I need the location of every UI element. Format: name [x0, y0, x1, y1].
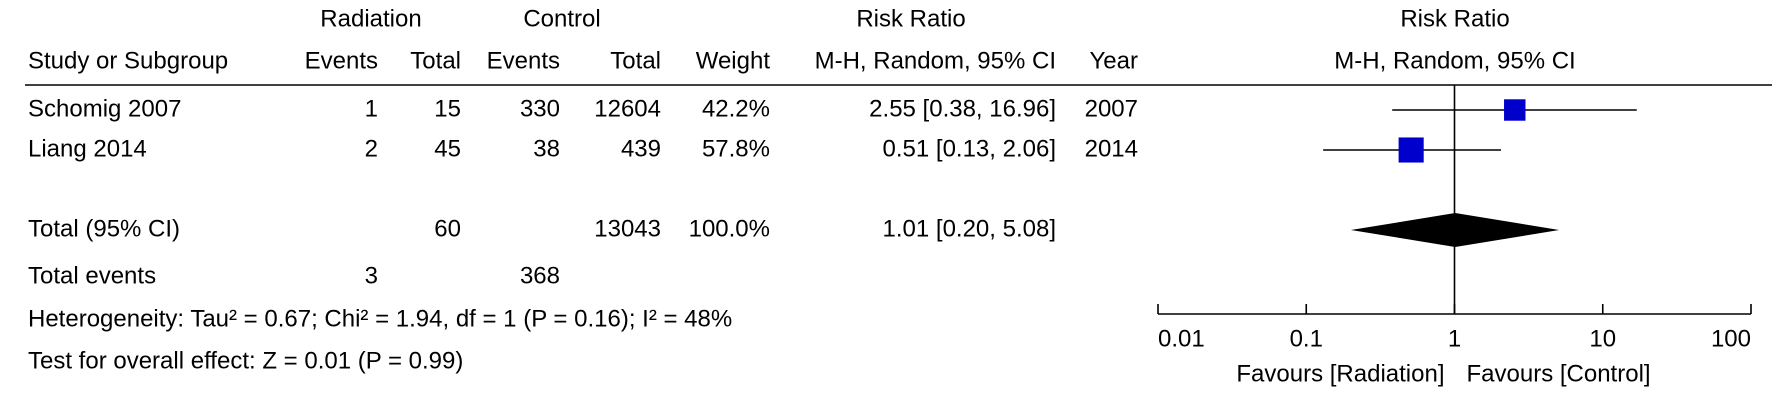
heterogeneity: Heterogeneity: Tau² = 0.67; Chi² = 1.94,…: [28, 305, 732, 332]
total-label: Total (95% CI): [28, 215, 180, 242]
group-header: Radiation: [320, 5, 421, 32]
column-header: Weight: [696, 47, 771, 74]
summary-diamond: [1350, 213, 1560, 247]
table-cell: 57.8%: [702, 135, 770, 162]
x-tick-label: 0.01: [1158, 325, 1205, 352]
column-header: Total: [410, 47, 461, 74]
table-cell: 42.2%: [702, 95, 770, 122]
study-name: Liang 2014: [28, 135, 147, 162]
x-tick-label: 0.1: [1290, 325, 1323, 352]
table-cell: 45: [434, 135, 461, 162]
column-header: Events: [487, 47, 560, 74]
total-cell: 13043: [594, 215, 661, 242]
favours-left: Favours [Radiation]: [1236, 360, 1444, 387]
total-cell: 60: [434, 215, 461, 242]
column-header: Total: [610, 47, 661, 74]
table-cell: 1: [365, 95, 378, 122]
table-cell: 439: [621, 135, 661, 162]
table-cell: 38: [533, 135, 560, 162]
favours-right: Favours [Control]: [1467, 360, 1651, 387]
x-tick-label: 10: [1589, 325, 1616, 352]
table-cell: 15: [434, 95, 461, 122]
total-events-label: Total events: [28, 262, 156, 289]
table-cell: 2007: [1085, 95, 1138, 122]
table-cell: 2014: [1085, 135, 1138, 162]
study-square: [1398, 137, 1424, 163]
study-name: Schomig 2007: [28, 95, 181, 122]
table-cell: 12604: [594, 95, 661, 122]
overall-effect: Test for overall effect: Z = 0.01 (P = 0…: [28, 347, 463, 374]
total-events-cell: 3: [365, 262, 378, 289]
total-events-cell: 368: [520, 262, 560, 289]
group-header: Risk Ratio: [856, 5, 965, 32]
column-header: M-H, Random, 95% CI: [815, 47, 1056, 74]
table-cell: 2: [365, 135, 378, 162]
column-header: Year: [1090, 47, 1139, 74]
group-header: Control: [523, 5, 600, 32]
column-header: Study or Subgroup: [28, 47, 228, 74]
table-cell: 2.55 [0.38, 16.96]: [869, 95, 1056, 122]
x-tick-label: 1: [1448, 325, 1461, 352]
plot-subtitle: M-H, Random, 95% CI: [1334, 47, 1575, 74]
total-cell: 1.01 [0.20, 5.08]: [883, 215, 1056, 242]
plot-title: Risk Ratio: [1400, 5, 1509, 32]
x-tick-label: 100: [1711, 325, 1751, 352]
table-cell: 330: [520, 95, 560, 122]
column-header: Events: [305, 47, 378, 74]
table-cell: 0.51 [0.13, 2.06]: [883, 135, 1056, 162]
study-square: [1504, 99, 1526, 121]
total-cell: 100.0%: [689, 215, 770, 242]
